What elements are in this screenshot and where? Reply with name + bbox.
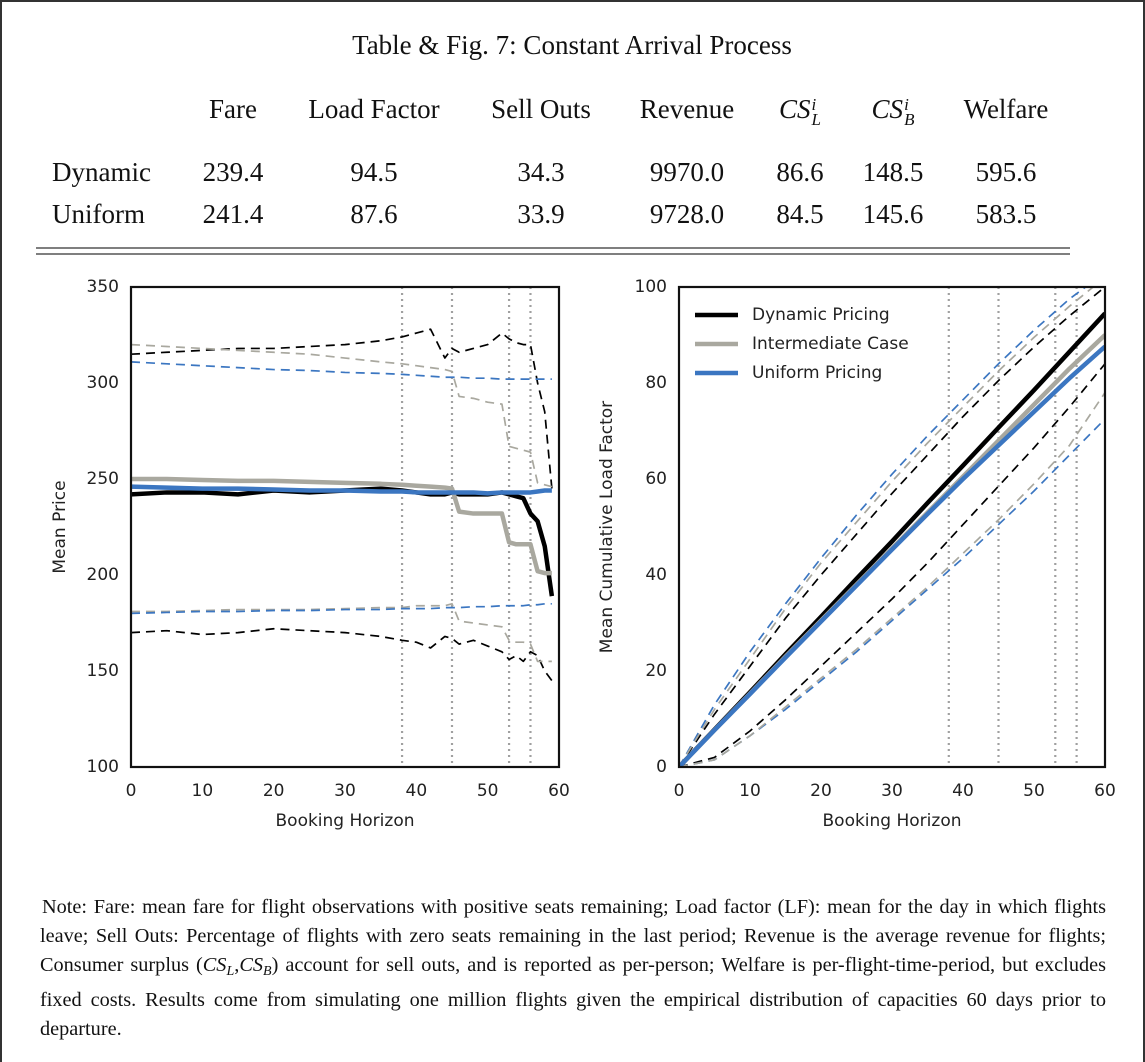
x-tick-label: 50 [477, 781, 499, 801]
y-tick-label: 40 [645, 565, 667, 585]
column-header: Welfare [963, 94, 1049, 124]
band-line [679, 287, 1095, 767]
x-tick-label: 50 [1023, 781, 1045, 801]
note-text: ) account for sell outs, and is reported… [40, 954, 1106, 1040]
x-tick-label: 40 [952, 781, 974, 801]
note-text: Note: Fare: mean fare for flight observa… [40, 896, 1106, 976]
x-tick-label: 0 [126, 781, 137, 801]
y-tick-label: 80 [645, 373, 667, 393]
table-cell: 148.5 [862, 157, 924, 187]
y-tick-label: 100 [87, 757, 119, 777]
table-cell: 87.6 [350, 199, 398, 229]
table-cell: 86.6 [776, 157, 824, 187]
y-tick-label: 20 [645, 661, 667, 681]
y-tick-label: 200 [87, 565, 119, 585]
y-axis-label: Mean Price [50, 480, 70, 573]
series-line [131, 484, 552, 496]
x-tick-label: 40 [406, 781, 428, 801]
plot-frame [677, 285, 1107, 769]
y-tick-label: 0 [656, 757, 667, 777]
y-axis-label: Mean Cumulative Load Factor [597, 401, 617, 653]
x-tick-label: 10 [192, 781, 214, 801]
note-sep: , [234, 954, 240, 976]
header-base: CS [779, 94, 811, 124]
y-tick-label: 100 [635, 277, 667, 297]
series-line [679, 344, 1105, 767]
x-tick-label: 20 [263, 781, 285, 801]
band-line [679, 418, 1105, 767]
table-cell: 241.4 [202, 199, 264, 229]
column-header: CS i B [871, 94, 915, 129]
table-cell: 9970.0 [649, 157, 725, 187]
table-cell: 9728.0 [649, 199, 725, 229]
legend-label: Intermediate Case [752, 334, 909, 354]
header-base: CS [871, 94, 904, 124]
legend-label: Uniform Pricing [752, 363, 882, 383]
page-title: Table & Fig. 7: Constant Arrival Process [352, 30, 792, 60]
y-tick-label: 60 [645, 469, 667, 489]
x-tick-label: 20 [810, 781, 832, 801]
legend-label: Dynamic Pricing [752, 305, 890, 325]
table-cell: 583.5 [975, 199, 1037, 229]
table-cell: 33.9 [517, 199, 565, 229]
band-line [679, 287, 1105, 767]
column-header: Revenue [639, 94, 735, 124]
y-tick-label: 150 [87, 661, 119, 681]
series-line [131, 476, 552, 576]
table-cell: 84.5 [776, 199, 824, 229]
note: Note: Fare: mean fare for flight observa… [40, 893, 1106, 1044]
column-header: Sell Outs [491, 94, 591, 124]
table-cell: 595.6 [975, 157, 1037, 187]
band-line [131, 602, 552, 615]
series-line [131, 486, 555, 597]
header-sub: B [904, 109, 915, 129]
note-cs-sub: B [263, 964, 272, 979]
x-tick-label: 0 [674, 781, 685, 801]
column-header: Fare [209, 94, 257, 124]
note-cs: CS [202, 954, 227, 976]
band-line [679, 392, 1105, 767]
row-label: Dynamic [52, 157, 151, 187]
y-tick-label: 250 [87, 469, 119, 489]
note-cs: CS [239, 954, 263, 976]
band-line [131, 361, 552, 381]
x-tick-label: 60 [1094, 781, 1116, 801]
x-tick-label: 30 [334, 781, 356, 801]
table-cell: 239.4 [202, 157, 264, 187]
column-header: CS i L [779, 94, 821, 129]
band-line [131, 343, 553, 488]
band-line [679, 363, 1105, 767]
table-cell: 94.5 [350, 157, 398, 187]
y-tick-label: 350 [87, 277, 119, 297]
x-tick-label: 60 [548, 781, 570, 801]
table-cell: 145.6 [862, 199, 924, 229]
table-cell: 34.3 [517, 157, 565, 187]
band-line [679, 287, 1088, 767]
header-sub: L [811, 109, 821, 129]
x-tick-label: 30 [881, 781, 903, 801]
note-cs-sub: L [226, 964, 235, 979]
header-sup: i [904, 94, 909, 114]
header-sup: i [811, 94, 817, 114]
x-axis-label: Booking Horizon [823, 811, 962, 831]
x-tick-label: 10 [739, 781, 761, 801]
band-line [131, 328, 553, 489]
y-tick-label: 300 [87, 373, 119, 393]
row-label: Uniform [52, 199, 145, 229]
x-axis-label: Booking Horizon [276, 811, 415, 831]
band-line [131, 627, 553, 682]
plot-frame [129, 285, 561, 769]
band-line [131, 602, 552, 663]
column-header: Load Factor [308, 94, 440, 124]
